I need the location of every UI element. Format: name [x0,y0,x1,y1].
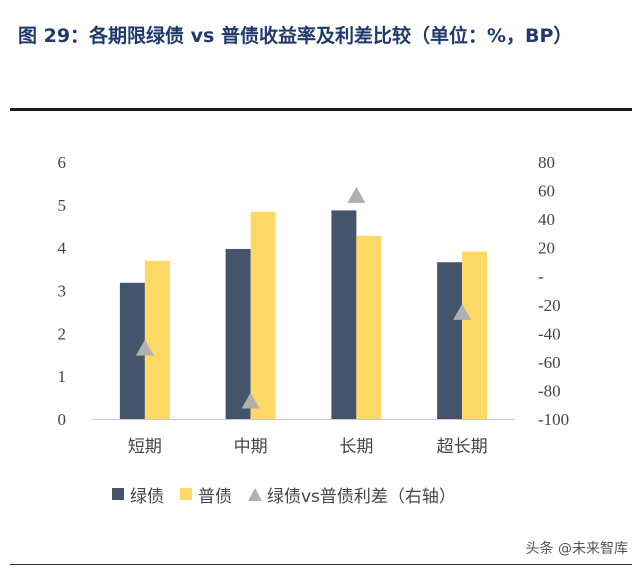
legend-label-spread: 绿债vs普债利差（右轴） [267,486,456,507]
y-left-tick-label: 4 [58,239,67,258]
bar-ordinary-bond [144,260,170,419]
bar-ordinary-bond [462,251,488,419]
bar-green-bond [331,210,357,419]
bar-green-bond [225,248,251,419]
y-right-tick-label: -60 [538,353,561,372]
legend-item-green-bond: 绿债 [112,482,164,507]
legend-item-ordinary-bond: 普债 [180,482,232,507]
y-right-tick-label: - [538,267,544,286]
y-right-tick-label: 80 [538,153,555,172]
x-category-label: 超长期 [437,437,488,457]
x-category-label: 短期 [128,437,162,457]
legend-swatch-ordinary-bond [180,488,192,500]
y-right-tick-label: -100 [538,410,569,429]
y-right-tick-label: -40 [538,324,561,343]
y-right-tick-label: -20 [538,296,561,315]
y-left-tick-label: 5 [58,196,67,215]
y-left-tick-label: 1 [58,367,67,386]
y-right-tick-label: -80 [538,381,561,400]
y-left-tick-label: 0 [58,410,67,429]
y-right-tick-label: 40 [538,210,555,229]
footer-divider [10,564,632,565]
chart-legend: 绿债 普债 绿债vs普债利差（右轴） [112,482,472,507]
x-category-label: 长期 [339,437,373,457]
legend-triangle-icon [248,487,262,501]
spread-marker [453,303,472,320]
y-left-tick-label: 6 [58,153,67,172]
spread-marker [347,186,366,203]
y-left-tick-label: 2 [58,324,67,343]
y-right-tick-label: 20 [538,239,555,258]
y-right-tick-label: 60 [538,182,555,201]
bar-green-bond [437,262,463,419]
spread-marker [241,392,260,409]
x-category-label: 中期 [234,437,268,457]
spread-marker [135,339,154,356]
legend-label-green-bond: 绿债 [130,486,164,507]
bar-ordinary-bond [356,235,382,419]
legend-label-ordinary-bond: 普债 [198,486,232,507]
legend-item-spread: 绿债vs普债利差（右轴） [248,482,456,507]
chart-spread-markers [135,186,472,409]
watermark: 头条 @未来智库 [525,541,628,557]
chart-bars [119,210,488,419]
figure-title: 图 29：各期限绿债 vs 普债收益率及利差比较（单位：%，BP） [18,25,573,47]
bar-ordinary-bond [250,211,276,419]
title-divider [10,108,632,111]
legend-swatch-green-bond [112,488,124,500]
y-left-tick-label: 3 [58,282,67,301]
